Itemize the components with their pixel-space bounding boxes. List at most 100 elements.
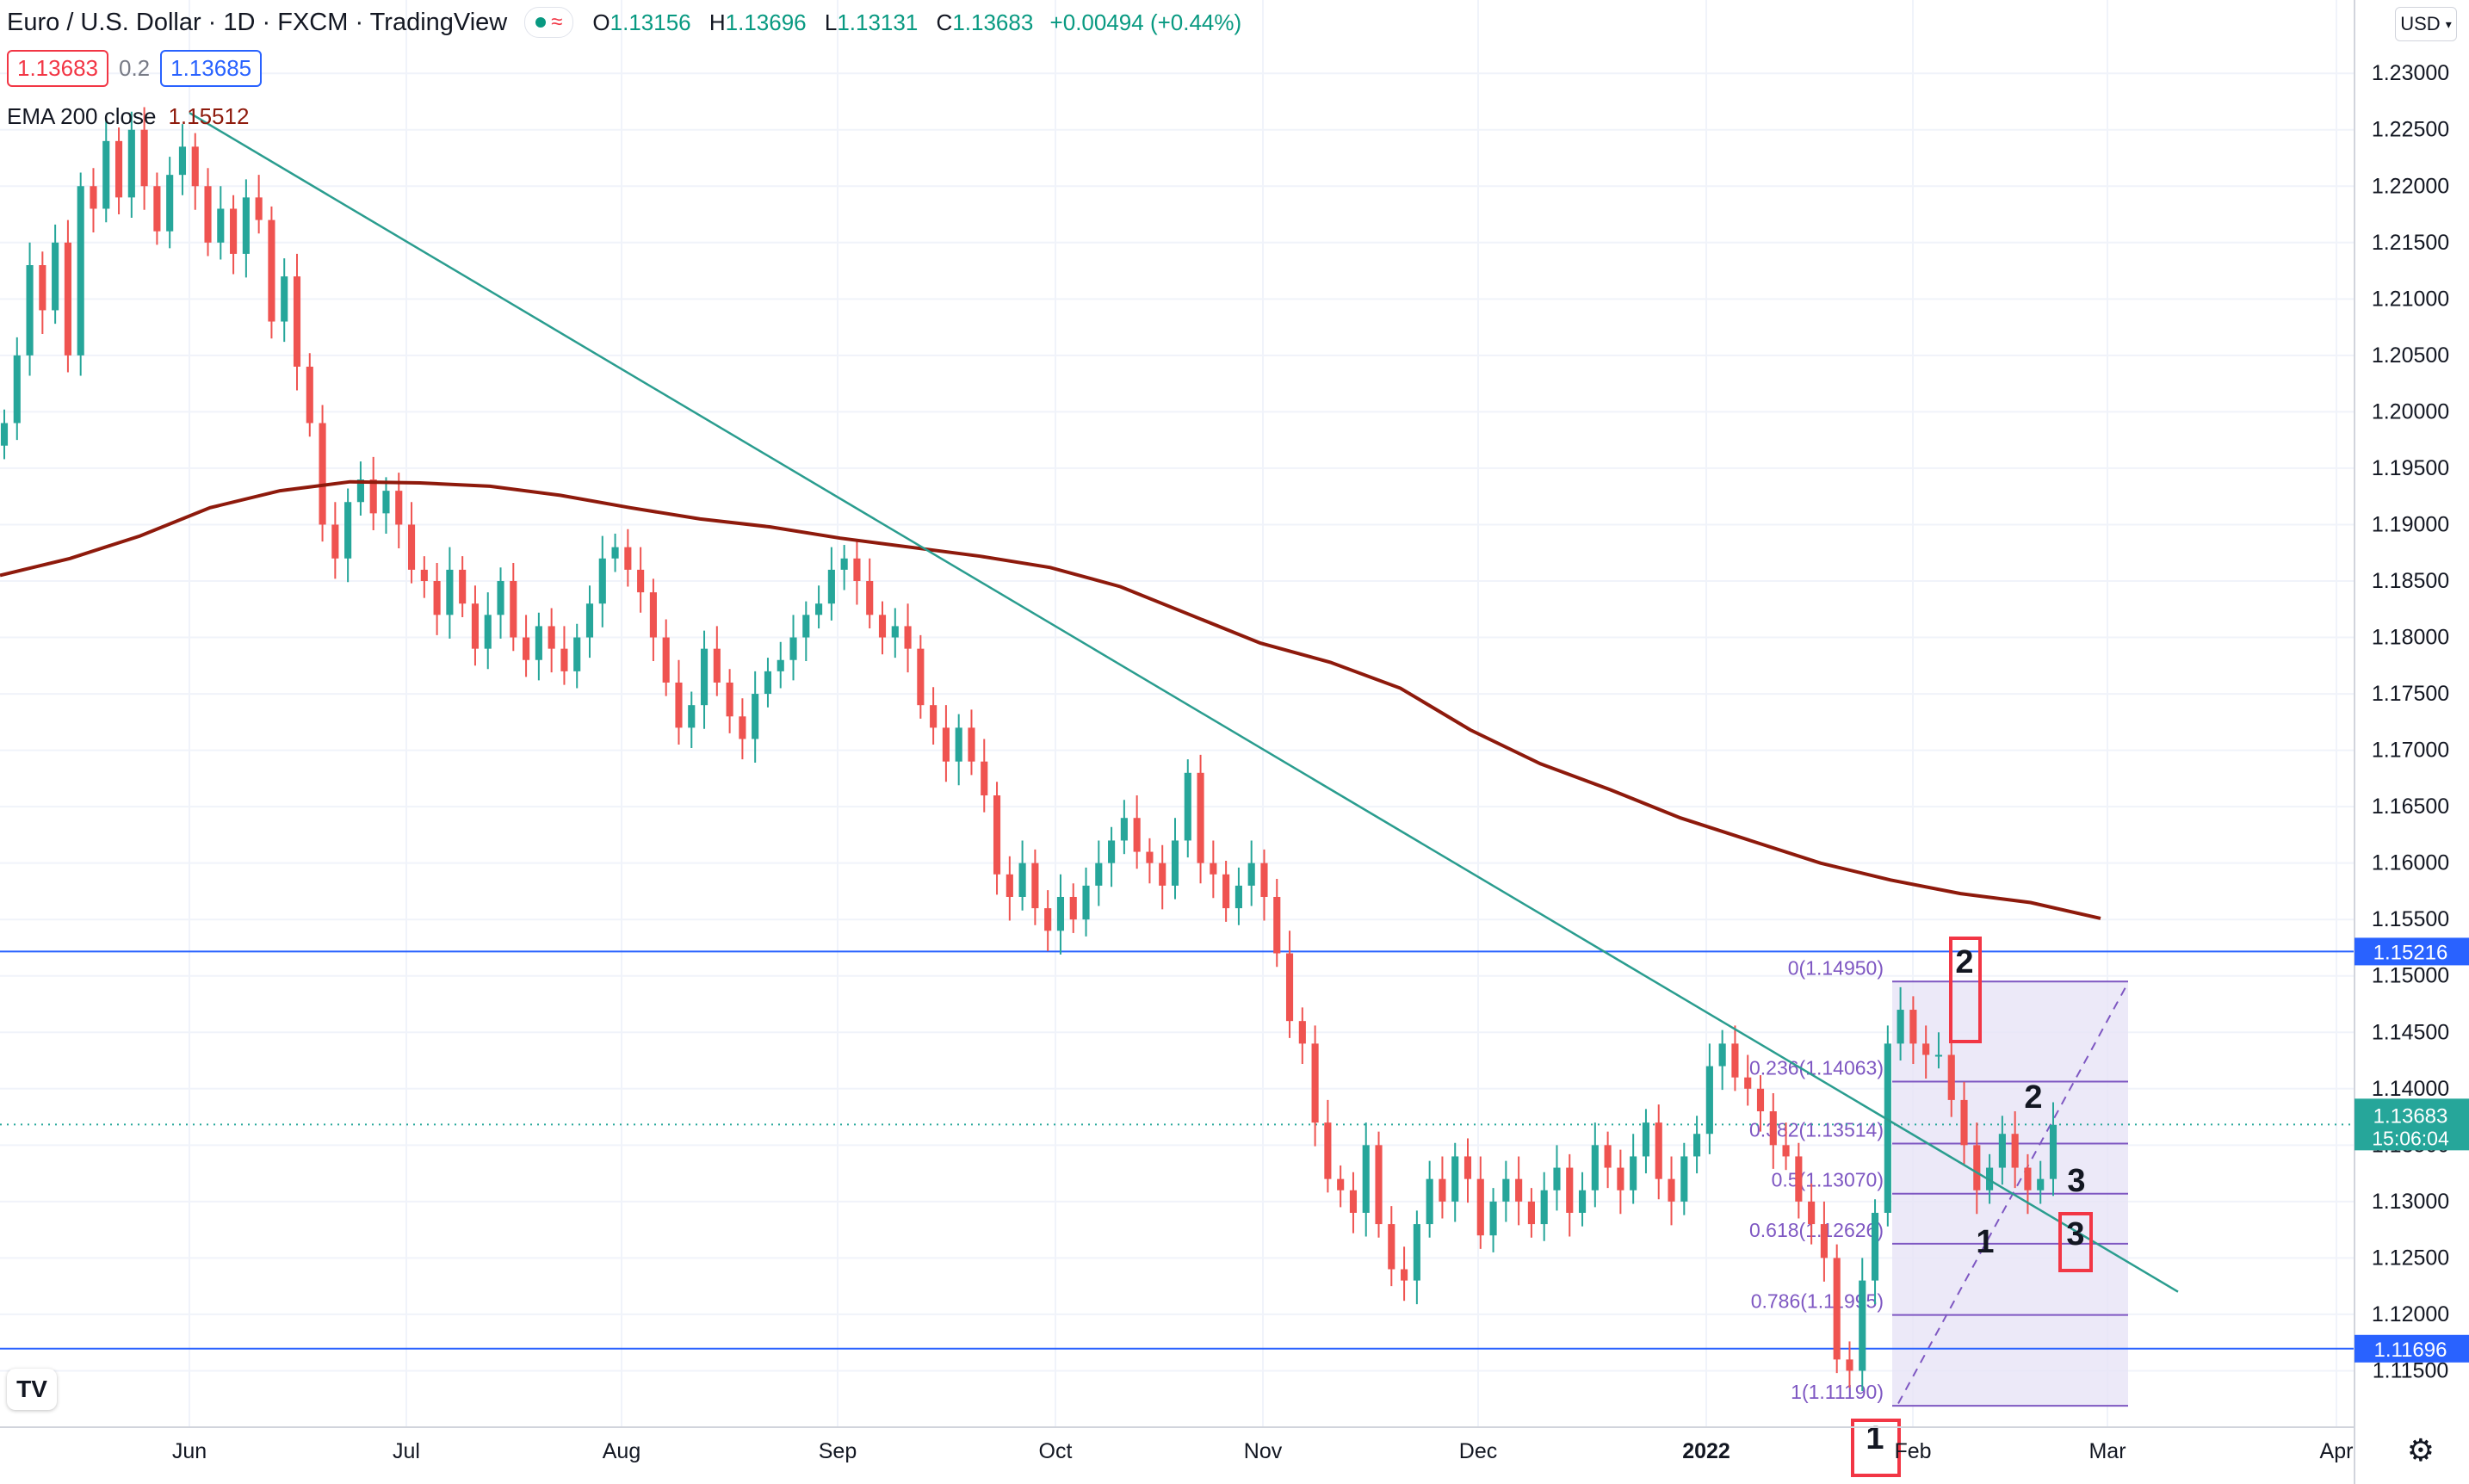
tradingview-logo-icon[interactable]: TV (7, 1369, 57, 1410)
candle-body (637, 569, 645, 593)
candle-body (306, 366, 313, 424)
candle-body (26, 265, 34, 356)
candle-body (1947, 1054, 1955, 1100)
ema-200-line (0, 479, 2101, 920)
candle-body (2049, 1124, 2058, 1179)
candle-body (293, 276, 301, 367)
candle-body (1222, 874, 1230, 909)
wave-label: 1 (1976, 1224, 1994, 1260)
candle-body (573, 637, 581, 671)
candle-body (1031, 863, 1039, 909)
symbol-title[interactable]: Euro / U.S. Dollar · 1D · FXCM · Trading… (7, 8, 508, 36)
candlesticks (0, 107, 2058, 1392)
wave-annotations: 1 2 3 1 2 3 (1851, 937, 2093, 1477)
price-tag-label: 1.15216 (2373, 941, 2448, 964)
indicator-pill[interactable]: ≈ (524, 7, 574, 38)
candle-body (2011, 1134, 2019, 1168)
candle-body (1846, 1359, 1853, 1371)
candle-body (1476, 1178, 1484, 1236)
candle-body (739, 716, 746, 739)
price-axis: 1.115001.120001.125001.130001.135001.140… (2354, 0, 2469, 1484)
candle-body (1489, 1201, 1497, 1236)
time-tick-label: Jun (172, 1439, 207, 1463)
candle-body (624, 547, 632, 570)
candle-body (917, 648, 925, 706)
price-tick-label: 1.19000 (2372, 512, 2449, 536)
candle-body (968, 727, 975, 762)
candle-body (675, 682, 683, 728)
candle-body (815, 603, 823, 615)
candle-body (891, 626, 899, 638)
candle-body (1680, 1156, 1688, 1202)
wave-box (2058, 1212, 2093, 1272)
candle-body (904, 626, 912, 649)
price-tick-label: 1.14500 (2372, 1020, 2449, 1044)
time-tick-label: 2022 (1682, 1439, 1730, 1463)
candle-body (255, 197, 263, 220)
candle-body (1578, 1190, 1587, 1213)
candle-body (1337, 1178, 1345, 1190)
time-axis: Jun Jul Aug Sep Oct Nov Dec 2022 Feb Mar Apr (0, 1426, 2355, 1463)
price-tick-label: 1.19500 (2372, 456, 2449, 480)
candle-body (1388, 1224, 1395, 1270)
candle-body (1591, 1145, 1599, 1190)
ema-legend[interactable]: EMA 200 close 1.15512 (7, 103, 249, 130)
ohlc-readout: O1.13156 H1.13696 L1.13131 C1.13683 +0.0… (592, 9, 1242, 35)
price-tick-label: 1.14000 (2372, 1077, 2449, 1101)
price-tick-label: 1.23000 (2372, 61, 2449, 85)
price-tick-label: 1.22500 (2372, 118, 2449, 142)
candle-body (420, 569, 428, 581)
ema-value: 1.15512 (168, 103, 250, 129)
fib-level-label: 0(1.14950) (1788, 956, 1884, 979)
trendline (189, 111, 2179, 1293)
candle-body (1401, 1269, 1408, 1281)
gear-icon[interactable]: ⚙ (2406, 1432, 2435, 1468)
price-tick-label: 1.17500 (2372, 682, 2449, 706)
candle-body (981, 761, 988, 796)
time-tick-label: Dec (1459, 1439, 1497, 1463)
currency-button[interactable]: USD ▾ (2395, 7, 2457, 41)
candle-body (102, 140, 110, 209)
candle-body (484, 615, 492, 649)
candle-body (52, 242, 59, 311)
candle-body (153, 186, 161, 232)
candle-body (1705, 1066, 1713, 1135)
candle-body (1655, 1122, 1662, 1179)
candle-body (1044, 908, 1052, 931)
time-tick-label: Aug (603, 1439, 640, 1463)
time-tick-label: Mar (2088, 1439, 2126, 1463)
candle-body (1820, 1224, 1828, 1258)
sell-button[interactable]: 1.13683 (7, 50, 108, 87)
candle-body (1897, 1010, 1904, 1044)
candle-body (1604, 1145, 1612, 1168)
price-tick-label: 1.18000 (2372, 626, 2449, 650)
candle-body (407, 524, 416, 570)
candle-body (497, 580, 504, 615)
candle-body (64, 242, 71, 356)
candle-body (548, 626, 555, 649)
candle-body (1159, 863, 1166, 886)
candle-body (369, 479, 377, 514)
candle-body (1782, 1145, 1790, 1157)
candle-body (611, 547, 619, 559)
buy-button[interactable]: 1.13685 (160, 50, 263, 87)
candle-body (1630, 1156, 1637, 1190)
last-price-tag (2355, 1098, 2469, 1151)
fib-retracement: 0(1.14950) 0.236(1.14063) 0.382(1.13514) 0.… (1749, 956, 2129, 1407)
price-tick-label: 1.12500 (2372, 1246, 2449, 1270)
price-tick-label: 1.15500 (2372, 907, 2449, 931)
candle-body (1515, 1178, 1523, 1202)
candle-body (1566, 1167, 1574, 1213)
candle-body (1668, 1178, 1675, 1202)
candle-body (955, 727, 962, 762)
candle-body (1133, 818, 1141, 852)
candle-body (1439, 1178, 1446, 1202)
candle-body (1795, 1156, 1803, 1202)
candle-body (114, 140, 123, 198)
chart-grid (0, 0, 2355, 1427)
candle-body (1210, 863, 1217, 875)
candle-body (1234, 885, 1242, 909)
candle-body (789, 637, 797, 660)
candle-body (1527, 1201, 1535, 1225)
